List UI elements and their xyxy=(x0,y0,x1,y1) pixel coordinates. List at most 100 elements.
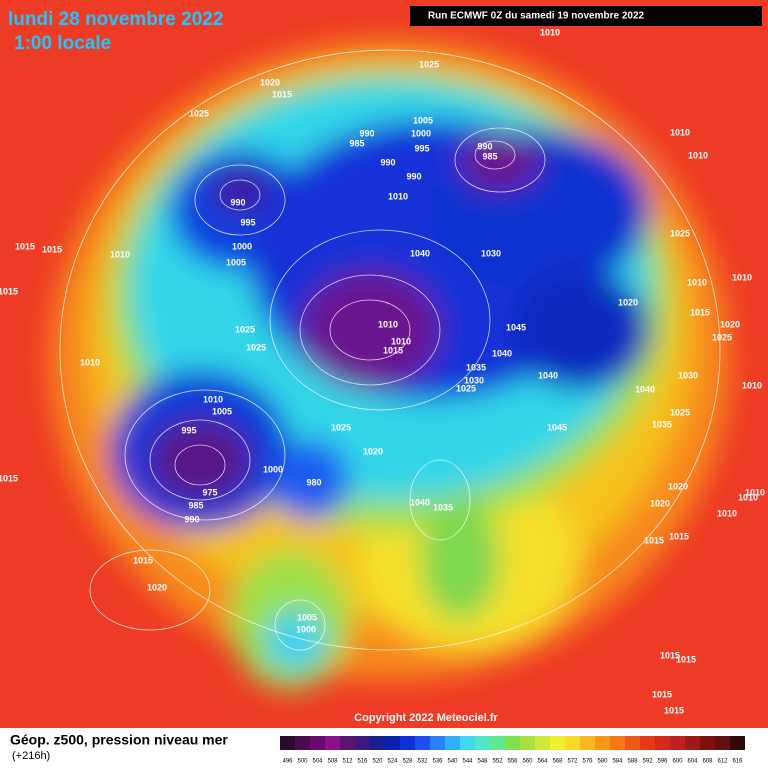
legend-label: 516 xyxy=(357,759,368,765)
isobar-label: 1045 xyxy=(506,322,526,332)
legend-swatch xyxy=(580,736,595,750)
legend-label: 500 xyxy=(297,759,308,765)
legend-label: 556 xyxy=(507,759,518,765)
isobar-label: 1010 xyxy=(670,127,690,137)
legend-swatch xyxy=(550,736,565,750)
legend-swatch xyxy=(730,736,745,750)
isobar-label: 1035 xyxy=(466,362,486,372)
legend-swatch xyxy=(520,736,535,750)
isobar-label: 1000 xyxy=(232,241,252,251)
isobar-label: 1020 xyxy=(260,77,280,87)
isobar-label: 1015 xyxy=(664,705,684,715)
isobar-label: 1010 xyxy=(717,508,737,518)
legend-swatch xyxy=(340,736,355,750)
legend-label: 548 xyxy=(477,759,488,765)
isobar-label: 990 xyxy=(230,197,245,207)
isobar-label: 1015 xyxy=(660,650,680,660)
legend-label: 552 xyxy=(492,759,503,765)
legend-label: 560 xyxy=(522,759,533,765)
isobar-label: 1035 xyxy=(652,419,672,429)
legend-swatch xyxy=(370,736,385,750)
isobar-label: 1015 xyxy=(652,689,672,699)
isobar-label: 1010 xyxy=(80,357,100,367)
isobar-label: 1000 xyxy=(411,128,431,138)
isobar-label: 1015 xyxy=(272,89,292,99)
legend-swatch xyxy=(670,736,685,750)
isobar-label: 1025 xyxy=(670,228,690,238)
isobar-label: 1020 xyxy=(650,498,670,508)
legend-swatch xyxy=(535,736,550,750)
map-subtitle: 1:00 locale xyxy=(14,33,111,54)
isobar-label: 990 xyxy=(477,141,492,151)
legend-label: 544 xyxy=(462,759,473,765)
color-legend: 496 500 504 508 512 516 520 524 528 532 536 540 544 5… xyxy=(280,736,745,765)
legend-label: 532 xyxy=(417,759,428,765)
legend-swatch xyxy=(490,736,505,750)
legend-swatch xyxy=(715,736,730,750)
isobar-label: 1015 xyxy=(0,473,18,483)
legend-swatch xyxy=(430,736,445,750)
isobar-label: 1025 xyxy=(456,383,476,393)
isobar-label: 1005 xyxy=(297,612,317,622)
isobar-label: 1010 xyxy=(388,191,408,201)
isobar-label: 990 xyxy=(359,128,374,138)
legend-label: 608 xyxy=(702,759,713,765)
isobar-label: 995 xyxy=(240,217,255,227)
legend-label: 536 xyxy=(432,759,443,765)
isobar-label: 1015 xyxy=(133,555,153,565)
isobar-label: 1040 xyxy=(635,384,655,394)
legend-swatch xyxy=(625,736,640,750)
isobar-label: 1010 xyxy=(687,277,707,287)
isobar-label: 980 xyxy=(306,477,321,487)
legend-swatch xyxy=(475,736,490,750)
legend-label: 604 xyxy=(687,759,698,765)
isobar-label: 1010 xyxy=(540,27,560,37)
isobar-label: 1030 xyxy=(464,375,484,385)
isobar-label: 1010 xyxy=(742,380,762,390)
isobar-label: 1020 xyxy=(147,582,167,592)
legend-label: 528 xyxy=(402,759,413,765)
lead-time: (+216h) xyxy=(12,750,50,762)
isobar-label: 1040 xyxy=(410,248,430,258)
isobar-label: 1030 xyxy=(678,370,698,380)
isobar-label: 1015 xyxy=(0,286,18,296)
isobar-label: 1025 xyxy=(331,422,351,432)
isobar-label: 990 xyxy=(380,157,395,167)
isobar-label: 1035 xyxy=(433,502,453,512)
legend-swatch xyxy=(355,736,370,750)
isobar-labels: 1010 1025 1020 1015 1025 1005 990 1000 985 995 990… xyxy=(0,27,765,715)
isobar-label: 1020 xyxy=(618,297,638,307)
legend-label: 580 xyxy=(597,759,608,765)
isobar-label: 1010 xyxy=(391,336,411,346)
run-box xyxy=(410,6,762,26)
isobar-label: 1025 xyxy=(670,407,690,417)
isobar-label: 990 xyxy=(406,171,421,181)
isobar-label: 1020 xyxy=(720,319,740,329)
isobar-label: 995 xyxy=(181,425,196,435)
legend-swatch xyxy=(565,736,580,750)
legend-label: 576 xyxy=(582,759,593,765)
isobar-label: 1040 xyxy=(410,497,430,507)
legend-swatch xyxy=(595,736,610,750)
isobar-label: 1040 xyxy=(492,348,512,358)
legend-label: 512 xyxy=(342,759,353,765)
isobar-label: 1015 xyxy=(383,345,403,355)
isobar-label: 1025 xyxy=(246,342,266,352)
legend-label: 504 xyxy=(312,759,323,765)
run-info: Run ECMWF 0Z du samedi 19 novembre 2022 xyxy=(428,11,645,22)
isobar-label: 995 xyxy=(414,143,429,153)
isobar-label: 1005 xyxy=(413,115,433,125)
isobar-label: 1005 xyxy=(226,257,246,267)
isobar-label: 1010 xyxy=(203,394,223,404)
isobar-label: 1020 xyxy=(668,481,688,491)
isobar-label: 1025 xyxy=(712,332,732,342)
isobar-label: 990 xyxy=(184,514,199,524)
legend-label: 520 xyxy=(372,759,383,765)
caption: Géop. z500, pression niveau mer xyxy=(10,732,228,748)
legend-swatch xyxy=(505,736,520,750)
isobar-label: 975 xyxy=(202,487,217,497)
isobar-label: 1015 xyxy=(42,244,62,254)
legend-label: 496 xyxy=(282,759,293,765)
isobar-label: 1040 xyxy=(538,370,558,380)
